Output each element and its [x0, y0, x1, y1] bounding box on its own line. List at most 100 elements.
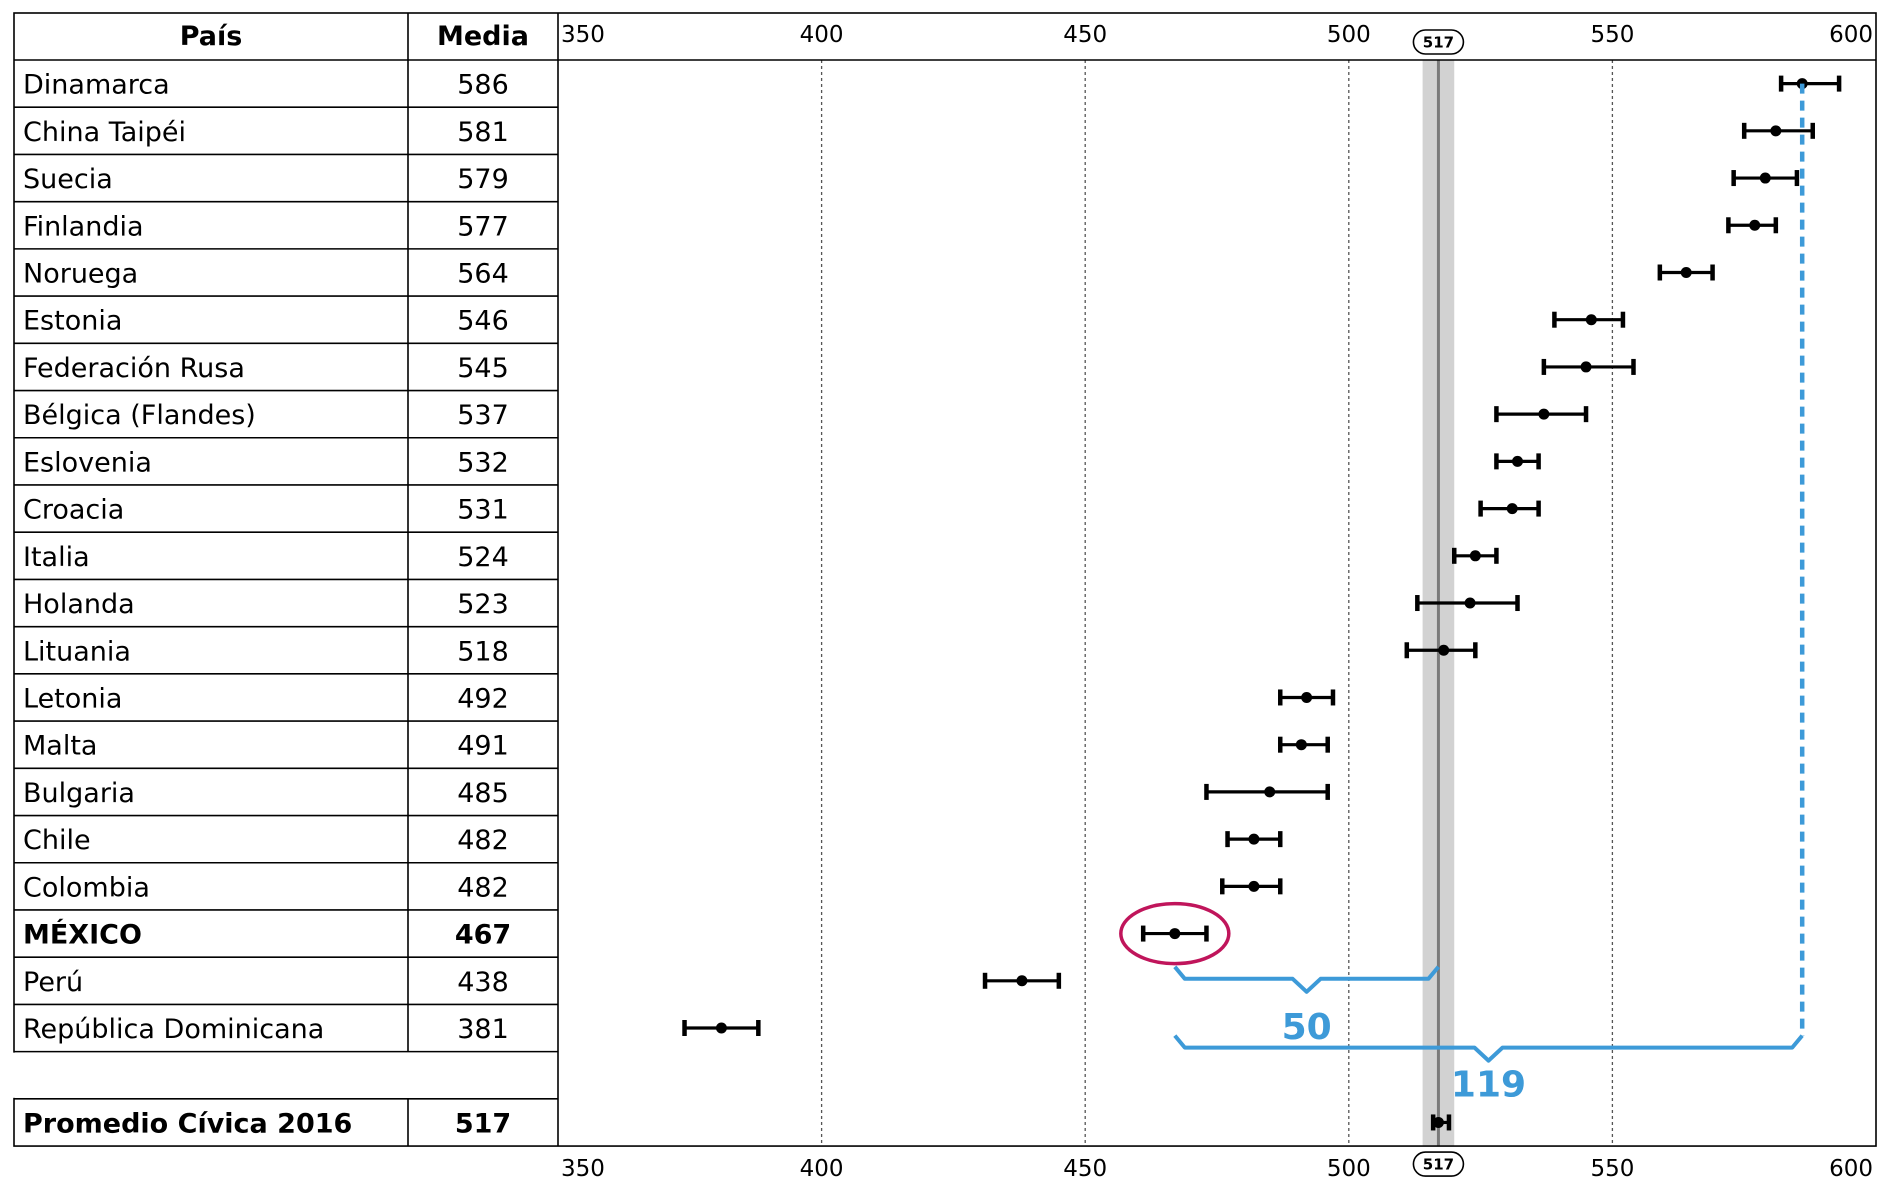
country-label: Bulgaria: [23, 778, 135, 809]
interval-18: [1140, 925, 1209, 942]
interval-14: [1278, 736, 1330, 753]
interval-2: [1731, 170, 1800, 187]
tick-label-top: 550: [1590, 22, 1634, 48]
country-label: Suecia: [23, 164, 113, 195]
average-mean: 517: [455, 1108, 511, 1139]
tick-label-bottom: 600: [1829, 1156, 1873, 1181]
country-label: Italia: [23, 542, 90, 573]
mean-label: 523: [457, 589, 509, 620]
header-mean: Media: [437, 21, 529, 52]
mean-point: [1538, 408, 1550, 420]
mean-label: 492: [457, 683, 509, 714]
tick-label-bottom: 550: [1590, 1156, 1634, 1181]
interval-19: [982, 972, 1062, 989]
gap-mask: [12, 1052, 15, 1098]
brace-gap-119: [1173, 1034, 1804, 1063]
average-marker-bottom: 517: [1412, 1151, 1465, 1177]
interval-7: [1494, 406, 1589, 423]
mean-label: 491: [457, 731, 509, 762]
country-label: Malta: [23, 731, 97, 762]
mean-label: 531: [457, 495, 509, 526]
mean-label: 482: [457, 872, 509, 903]
interval-9: [1478, 500, 1541, 517]
mean-label: 438: [457, 967, 509, 998]
mean-label: 581: [457, 117, 509, 148]
interval-1: [1741, 122, 1815, 139]
mean-label: 524: [457, 542, 509, 573]
tick-label-top: 500: [1327, 22, 1371, 48]
mean-point: [1301, 691, 1313, 703]
mean-label: 545: [457, 353, 509, 384]
tick-label-bottom: 450: [1063, 1156, 1107, 1181]
mean-label: 482: [457, 825, 509, 856]
mean-point: [1248, 833, 1260, 845]
mean-point: [1169, 928, 1181, 940]
mean-label: 518: [457, 636, 509, 667]
interval-3: [1726, 217, 1779, 234]
mean-point: [1469, 550, 1481, 562]
interval-10: [1451, 547, 1499, 564]
country-label: Perú: [23, 967, 83, 998]
mean-label: 564: [457, 258, 509, 289]
mean-point: [1680, 266, 1692, 278]
country-label: Eslovenia: [23, 447, 152, 478]
mean-point: [1585, 314, 1597, 326]
mean-label: 546: [457, 306, 509, 337]
mean-label: 579: [457, 164, 509, 195]
interval-8: [1494, 453, 1541, 470]
highlight-ellipse: [1119, 901, 1231, 966]
mean-point: [1016, 975, 1028, 987]
pill-bg: [1412, 29, 1465, 55]
country-label: Croacia: [23, 495, 124, 526]
mean-label: 532: [457, 447, 509, 478]
mean-point: [1580, 361, 1592, 373]
tick-label-top: 600: [1829, 22, 1873, 48]
country-label: Lituania: [23, 636, 131, 667]
interval-11: [1415, 595, 1520, 612]
country-label: Chile: [23, 825, 91, 856]
interval-13: [1278, 689, 1336, 706]
mean-label: 537: [457, 400, 509, 431]
brace-gap-119-label: 119: [1451, 1065, 1526, 1106]
country-label: Estonia: [23, 306, 122, 337]
interval-12: [1404, 642, 1478, 659]
interval-20: [682, 1020, 761, 1037]
mean-point: [1264, 786, 1276, 798]
interval-15: [1204, 783, 1330, 800]
interval-5: [1552, 311, 1626, 328]
country-label: Noruega: [23, 258, 138, 289]
average-label: Promedio Cívica 2016: [23, 1108, 352, 1139]
mean-point: [1432, 1116, 1444, 1128]
mean-label: 381: [457, 1014, 509, 1045]
average-marker-top: 517: [1412, 29, 1465, 55]
table-grid: [13, 12, 1877, 1147]
interval-6: [1541, 358, 1636, 375]
header-country: País: [180, 21, 243, 52]
mean-point: [1464, 597, 1476, 609]
mean-point: [1770, 125, 1782, 137]
tick-label-bottom: 400: [800, 1156, 844, 1181]
mean-point: [1438, 644, 1450, 656]
interval-0: [1778, 75, 1842, 92]
interval-17: [1220, 878, 1283, 895]
tick-label-top: 400: [800, 22, 844, 48]
brace-gap-50: [1173, 965, 1440, 994]
tick-label-top: 450: [1063, 22, 1107, 48]
mean-point: [1749, 219, 1761, 231]
country-label: Colombia: [23, 872, 150, 903]
mean-point: [1248, 880, 1260, 892]
brace-gap-50-label: 50: [1282, 1007, 1332, 1048]
country-label: Bélgica (Flandes): [23, 400, 256, 431]
mean-point: [1512, 455, 1524, 467]
tick-label-bottom: 500: [1327, 1156, 1371, 1181]
pill-label: 517: [1423, 34, 1454, 52]
country-label: Dinamarca: [23, 70, 170, 101]
mean-label: 485: [457, 778, 509, 809]
mean-point: [715, 1022, 727, 1034]
pill-bg: [1412, 1151, 1465, 1177]
mean-point: [1759, 172, 1771, 184]
mean-label: 586: [457, 70, 509, 101]
country-label: China Taipéi: [23, 117, 186, 148]
mean-label: 577: [457, 211, 509, 242]
